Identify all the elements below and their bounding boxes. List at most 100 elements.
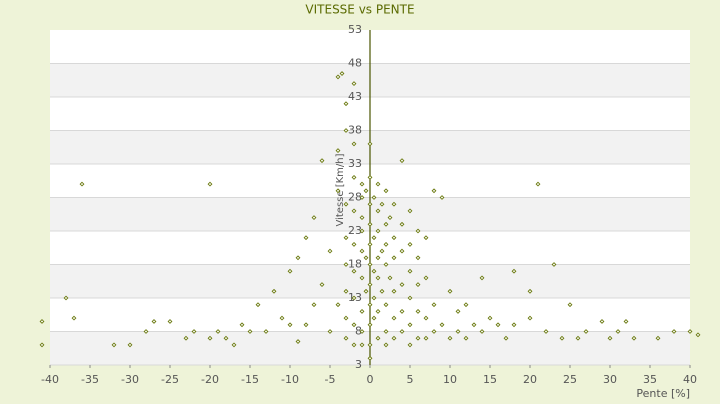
point (599, 319, 605, 324)
point (111, 342, 117, 348)
x-tick-label: -25 (161, 373, 179, 386)
point (371, 235, 377, 241)
point (447, 288, 453, 294)
point (391, 335, 397, 341)
point (303, 235, 309, 241)
point (399, 329, 405, 334)
point (431, 329, 437, 334)
point (207, 181, 213, 187)
point (463, 335, 469, 341)
point (343, 201, 349, 207)
point (263, 329, 269, 334)
point (359, 248, 365, 254)
point (607, 335, 613, 341)
point (343, 101, 349, 107)
point (631, 335, 637, 341)
point (183, 335, 189, 341)
point (387, 275, 393, 281)
y-tick-label: 23 (348, 224, 362, 237)
point (351, 81, 357, 87)
point (367, 282, 373, 288)
point (363, 188, 369, 194)
point (287, 268, 293, 274)
point (407, 322, 413, 328)
point (127, 342, 133, 348)
x-tick-label: 40 (683, 373, 697, 386)
point (167, 319, 173, 324)
point (391, 201, 397, 207)
y-tick-label: 3 (355, 358, 362, 371)
point (223, 335, 229, 341)
point (359, 308, 365, 314)
point (487, 315, 493, 321)
point (279, 315, 285, 321)
point (39, 319, 45, 324)
x-tick-label: -10 (281, 373, 299, 386)
point (567, 302, 573, 308)
point (371, 315, 377, 321)
point (359, 275, 365, 281)
point (339, 71, 345, 76)
point (407, 295, 413, 301)
point (351, 322, 357, 328)
x-tick-label: -30 (121, 373, 139, 386)
point (367, 201, 373, 207)
point (695, 332, 701, 338)
x-tick-label: -15 (241, 373, 259, 386)
point (383, 221, 389, 227)
point (359, 215, 365, 221)
point (367, 302, 373, 308)
point (63, 295, 69, 301)
point (327, 329, 333, 334)
point (399, 248, 405, 254)
chart-title: VITESSE vs PENTE (305, 3, 414, 17)
point (39, 342, 45, 348)
point (371, 268, 377, 274)
point (215, 329, 221, 334)
point (583, 329, 589, 334)
point (415, 282, 421, 288)
point (559, 335, 565, 341)
point (335, 74, 341, 80)
point (415, 308, 421, 314)
point (423, 335, 429, 341)
point (399, 282, 405, 288)
point (295, 339, 301, 344)
point (407, 208, 413, 214)
point (367, 174, 373, 180)
point (623, 319, 629, 324)
point (383, 241, 389, 247)
y-tick-label: 48 (348, 57, 362, 70)
point (371, 295, 377, 301)
point (351, 141, 357, 147)
point (423, 275, 429, 281)
point (415, 255, 421, 261)
point (399, 308, 405, 314)
point (375, 255, 381, 261)
point (495, 322, 501, 328)
point (391, 235, 397, 241)
y-tick-label: 53 (348, 23, 362, 36)
point (615, 329, 621, 334)
point (391, 255, 397, 261)
point (351, 268, 357, 274)
point (295, 255, 301, 261)
point (311, 215, 317, 221)
point (351, 241, 357, 247)
point (387, 215, 393, 221)
point (363, 255, 369, 261)
point (423, 315, 429, 321)
point (255, 302, 261, 308)
point (455, 329, 461, 334)
point (207, 335, 213, 341)
point (399, 158, 405, 164)
point (575, 335, 581, 341)
point (343, 128, 349, 133)
x-tick-label: 10 (443, 373, 457, 386)
point (343, 235, 349, 241)
x-tick-label: -5 (325, 373, 336, 386)
y-tick-label: 38 (348, 124, 362, 137)
point (407, 241, 413, 247)
point (311, 302, 317, 308)
point (343, 262, 349, 267)
